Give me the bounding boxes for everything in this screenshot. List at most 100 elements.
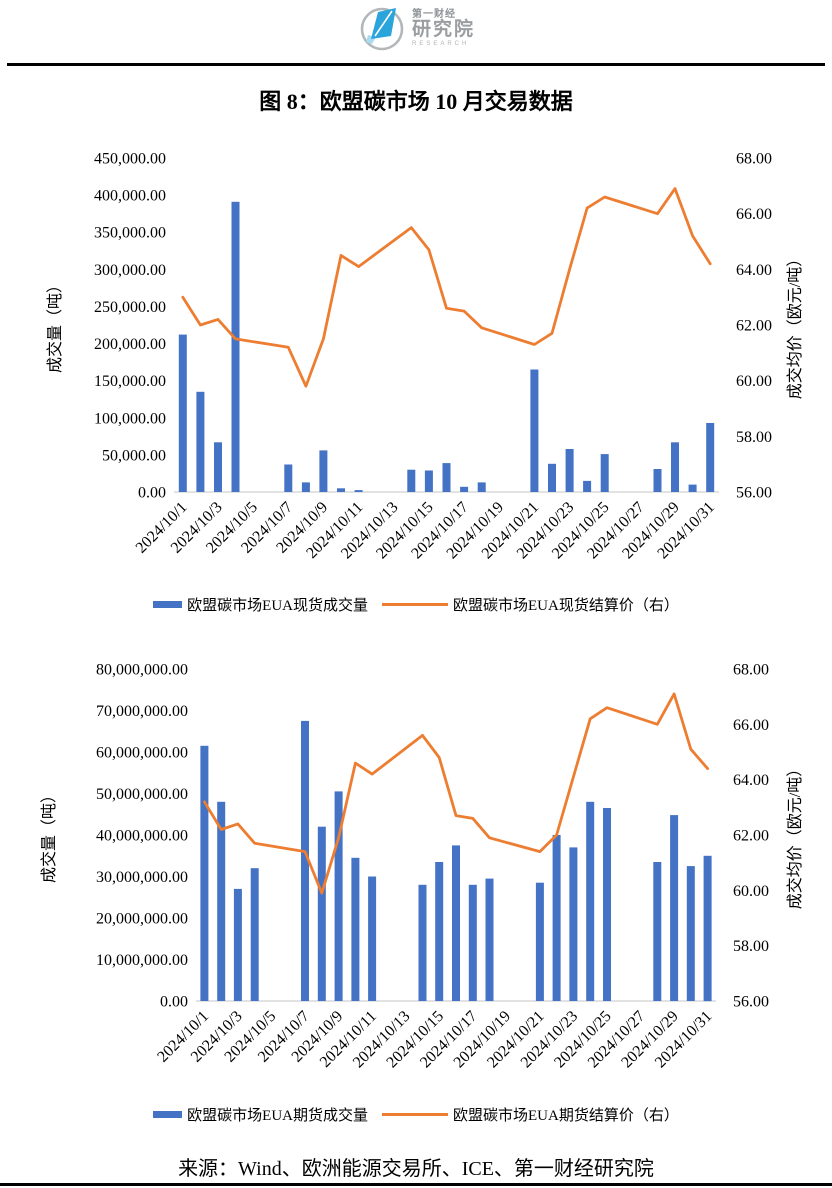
volume-bar: [435, 862, 444, 1001]
spot-chart-legend: 欧盟碳市场EUA现货成交量 欧盟碳市场EUA现货结算价（右）: [0, 594, 832, 615]
volume-bar: [670, 815, 679, 1001]
volume-bar: [368, 876, 377, 1001]
volume-bar: [217, 801, 226, 1001]
svg-text:70,000,000.00: 70,000,000.00: [96, 703, 188, 720]
legend-item-futures-volume: 欧盟碳市场EUA期货成交量: [153, 1104, 368, 1125]
legend-item-spot-price: 欧盟碳市场EUA现货结算价（右）: [382, 594, 679, 615]
volume-bar: [442, 463, 451, 492]
price-line: [181, 187, 712, 388]
header-divider: [7, 63, 825, 66]
futures-market-chart: 0.00 10,000,000.00 20,000,000.00 30,000,000…: [40, 662, 804, 1072]
svg-text:58.00: 58.00: [736, 429, 772, 446]
volume-bar: [548, 463, 556, 492]
volume-bar: [407, 469, 416, 492]
svg-text:50,000,000.00: 50,000,000.00: [96, 786, 188, 803]
logo-brand-cn: 第一财经: [412, 8, 456, 20]
volume-bar: [530, 369, 539, 492]
svg-text:450,000.00: 450,000.00: [94, 151, 166, 168]
right-axis-ticks: 56.00 58.00 60.00 62.00 64.00 66.00 68.00: [733, 662, 769, 1011]
volume-bar: [233, 888, 242, 1001]
volume-bar: [301, 720, 309, 1001]
volume-bar: [196, 391, 205, 492]
yicai-logo-icon: [360, 7, 404, 51]
svg-text:400,000.00: 400,000.00: [94, 188, 166, 205]
svg-text:56.00: 56.00: [736, 485, 772, 502]
figure-title: 图 8：欧盟碳市场 10 月交易数据: [259, 89, 573, 114]
volume-bar: [354, 490, 363, 492]
svg-text:64.00: 64.00: [733, 772, 769, 789]
volume-bar: [671, 442, 679, 492]
left-axis-ticks: 0.00 50,000.00 100,000.00 150,000.00 200,000…: [94, 151, 166, 502]
volume-bar: [600, 454, 609, 492]
svg-text:0.00: 0.00: [138, 485, 166, 502]
svg-text:10,000,000.00: 10,000,000.00: [96, 952, 188, 969]
left-axis-title: 成交量（吨）: [46, 277, 64, 373]
svg-text:20,000,000.00: 20,000,000.00: [96, 911, 188, 928]
volume-bar: [424, 470, 433, 492]
svg-text:100,000.00: 100,000.00: [94, 410, 166, 427]
legend-item-futures-price: 欧盟碳市场EUA期货结算价（右）: [382, 1104, 679, 1125]
legend-item-spot-volume: 欧盟碳市场EUA现货成交量: [153, 594, 368, 615]
volume-bar: [178, 334, 187, 492]
line-series-swatch-icon: [382, 603, 448, 606]
volume-bar: [418, 884, 427, 1001]
svg-text:64.00: 64.00: [736, 262, 772, 279]
volume-bar: [569, 847, 578, 1001]
volume-bar: [603, 808, 611, 1001]
volume-bar: [452, 845, 460, 1001]
logo-text: 第一财经 研究院 RESEARCH: [412, 9, 475, 47]
volume-bar: [214, 442, 222, 492]
volume-bars: [178, 201, 715, 493]
svg-text:60.00: 60.00: [733, 883, 769, 900]
svg-text:350,000.00: 350,000.00: [94, 225, 166, 242]
left-axis-title: 成交量（吨）: [40, 787, 58, 883]
volume-bar: [319, 450, 328, 492]
volume-bar: [686, 866, 695, 1001]
right-axis-title: 成交均价（欧元/吨）: [786, 761, 804, 909]
svg-text:150,000.00: 150,000.00: [94, 373, 166, 390]
svg-text:62.00: 62.00: [733, 828, 769, 845]
bar-series-swatch-icon: [153, 1111, 183, 1118]
svg-text:30,000,000.00: 30,000,000.00: [96, 869, 188, 886]
volume-bar: [653, 862, 662, 1001]
svg-text:250,000.00: 250,000.00: [94, 299, 166, 316]
svg-text:56.00: 56.00: [733, 994, 769, 1011]
volume-bar: [334, 791, 343, 1001]
volume-bar: [468, 884, 477, 1001]
volume-bar: [351, 857, 360, 1001]
svg-text:68.00: 68.00: [736, 151, 772, 168]
spot-market-chart: 0.00 50,000.00 100,000.00 150,000.00 200,000…: [46, 151, 804, 563]
x-axis-ticks: 2024/10/12024/10/32024/10/52024/10/72024…: [133, 499, 718, 563]
volume-bar: [703, 855, 712, 1002]
volume-bar: [688, 484, 697, 492]
volume-bar: [653, 469, 662, 492]
volume-bar: [586, 801, 595, 1001]
svg-text:66.00: 66.00: [736, 206, 772, 223]
bar-series-swatch-icon: [153, 601, 183, 608]
volume-bar: [284, 464, 293, 492]
volume-bar: [583, 480, 592, 492]
volume-bar: [337, 488, 345, 492]
svg-text:0.00: 0.00: [160, 994, 188, 1011]
left-axis-ticks: 0.00 10,000,000.00 20,000,000.00 30,000,000…: [96, 662, 188, 1011]
legend-label-spot-volume: 欧盟碳市场EUA现货成交量: [187, 598, 368, 614]
legend-label-spot-price: 欧盟碳市场EUA现货结算价（右）: [453, 598, 679, 614]
svg-text:40,000,000.00: 40,000,000.00: [96, 828, 188, 845]
logo-research-en: RESEARCH: [412, 40, 470, 47]
volume-bar: [552, 835, 561, 1001]
volume-bar: [460, 486, 469, 492]
x-axis-ticks: 2024/10/12024/10/32024/10/52024/10/72024…: [154, 1008, 715, 1072]
svg-text:50,000.00: 50,000.00: [102, 447, 166, 464]
svg-text:62.00: 62.00: [736, 318, 772, 335]
svg-text:60.00: 60.00: [736, 373, 772, 390]
svg-text:300,000.00: 300,000.00: [94, 262, 166, 279]
right-axis-ticks: 56.00 58.00 60.00 62.00 64.00 66.00 68.00: [736, 151, 772, 502]
logo-institute-cn: 研究院: [412, 18, 476, 40]
yicai-research-logo: 第一财经 研究院 RESEARCH: [358, 4, 475, 52]
volume-bar: [535, 882, 544, 1001]
svg-text:68.00: 68.00: [733, 662, 769, 679]
volume-bars: [200, 720, 712, 1002]
svg-text:66.00: 66.00: [733, 717, 769, 734]
line-series-swatch-icon: [382, 1113, 448, 1116]
